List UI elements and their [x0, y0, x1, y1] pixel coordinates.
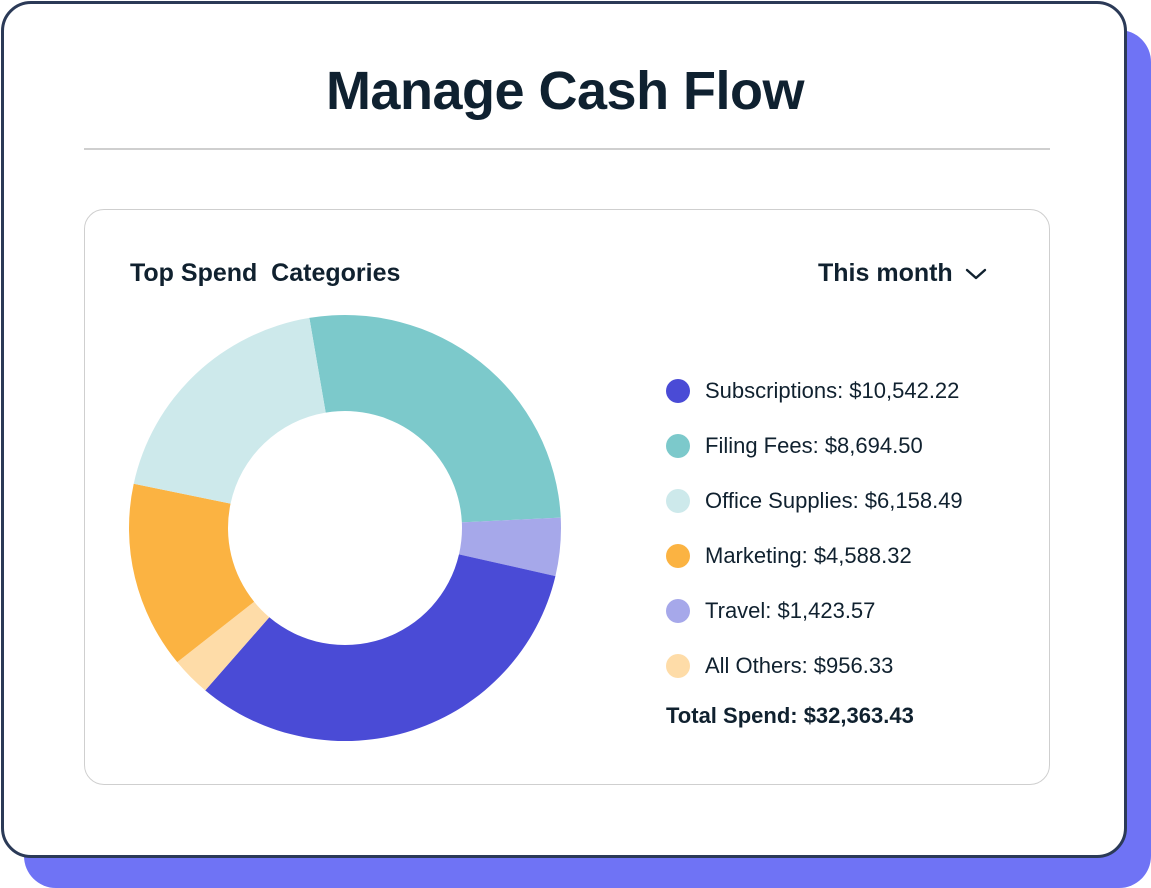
page-title: Manage Cash Flow [325, 61, 805, 121]
legend-label: Filing Fees: $8,694.50 [705, 432, 923, 458]
legend-dot-icon [666, 433, 690, 458]
total-spend: Total Spend: $32,363.43 [666, 703, 914, 728]
legend-dot-icon [666, 488, 690, 513]
legend-label: All Others: $956.33 [705, 652, 894, 678]
donut-chart [128, 315, 561, 741]
slice-all-others[interactable] [177, 601, 270, 691]
legend-label: Marketing: $4,588.32 [705, 542, 912, 568]
legend-item: Travel: $1,423.57 [666, 583, 963, 638]
period-label: This month [818, 259, 953, 287]
legend-item: Subscriptions: $10,542.22 [666, 363, 963, 418]
period-dropdown[interactable]: This month [818, 259, 987, 288]
legend-dot-icon [666, 543, 690, 568]
divider [84, 148, 1050, 150]
legend-dot-icon [666, 598, 690, 623]
spend-card [84, 209, 1050, 785]
legend-item: Filing Fees: $8,694.50 [666, 418, 963, 473]
legend-item: Marketing: $4,588.32 [666, 528, 963, 583]
legend: Subscriptions: $10,542.22 Filing Fees: $8… [666, 363, 963, 729]
legend-item: All Others: $956.33 [666, 638, 963, 693]
legend-label: Office Supplies: $6,158.49 [705, 487, 963, 513]
legend-dot-icon [666, 653, 690, 678]
slice-travel[interactable] [458, 517, 561, 577]
legend-item: Office Supplies: $6,158.49 [666, 473, 963, 528]
chevron-down-icon [965, 268, 986, 279]
card-title: Top Spend Categories [130, 259, 401, 287]
slice-marketing[interactable] [128, 483, 255, 663]
slice-subscriptions[interactable] [205, 554, 556, 741]
legend-label: Travel: $1,423.57 [705, 597, 876, 623]
slice-office-supplies[interactable] [133, 317, 326, 504]
legend-dot-icon [666, 378, 690, 403]
legend-label: Subscriptions: $10,542.22 [705, 377, 960, 403]
slice-filing-fees[interactable] [309, 315, 561, 523]
